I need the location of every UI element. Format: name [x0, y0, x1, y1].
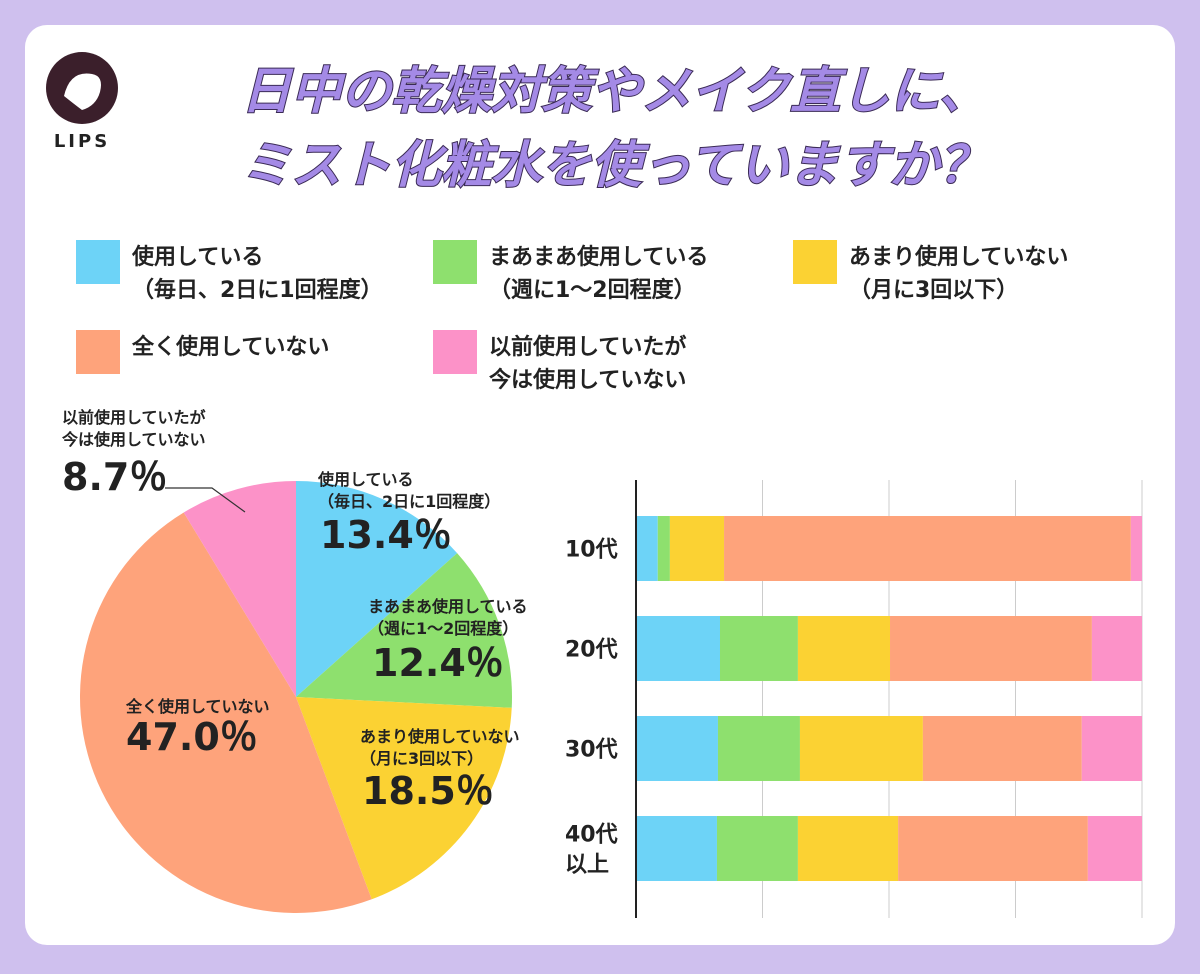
pie-chart: 使用している （毎日、2日に1回程度） 13.4％ まあまあ使用している （週に1〜2回…	[61, 408, 528, 914]
bar-segment	[719, 616, 798, 681]
legend-swatch	[433, 240, 477, 284]
pie-slice	[183, 481, 296, 697]
legend-swatch	[76, 240, 120, 284]
legend-label: まあまあ使用している	[489, 245, 708, 270]
slice-label: 以前使用していたが	[62, 408, 206, 427]
category-label: 30代	[565, 738, 618, 763]
legend-label: 使用している	[131, 245, 263, 270]
bar-segment	[890, 616, 1092, 681]
legend-swatch	[76, 330, 120, 374]
slice-label: （月に3回以下）	[360, 749, 483, 768]
slice-value: 8.7％	[62, 455, 167, 499]
legend-label: 全く使用していない	[131, 334, 329, 360]
slice-value: 47.0％	[126, 715, 258, 759]
pie-slice	[296, 697, 512, 900]
slice-label: （週に1〜2回程度）	[368, 619, 518, 638]
leader-line	[165, 487, 246, 513]
slice-label: 今は使用していない	[61, 430, 206, 449]
slice-label: 使用している	[317, 470, 414, 489]
pie-slice	[296, 553, 512, 708]
pie-slice	[296, 481, 458, 697]
slice-label: （毎日、2日に1回程度）	[318, 492, 500, 511]
legend-label: （月に3回以下）	[849, 278, 1018, 303]
slice-label: あまり使用していない	[360, 727, 520, 746]
bar-segment	[1130, 516, 1142, 581]
legend-label: （週に1〜2回程度）	[489, 277, 696, 303]
bar-segment	[724, 516, 1131, 581]
slice-value: 12.4％	[372, 641, 504, 685]
bar-segment	[716, 816, 798, 881]
bar-segment	[898, 816, 1088, 881]
title-line: ミスト化粧水を使っていますか？	[241, 136, 989, 194]
bar-segment	[797, 816, 899, 881]
bar-segment	[636, 616, 720, 681]
bar-segment	[1081, 716, 1142, 781]
logo-text: LIPS	[54, 131, 110, 152]
bar-segment	[636, 516, 658, 581]
bar-segment	[797, 616, 891, 681]
bar-segment	[636, 716, 718, 781]
category-label: 10代	[565, 538, 618, 563]
bar-segment	[922, 716, 1082, 781]
legend-label: あまり使用していない	[849, 245, 1068, 270]
pie-slice	[79, 512, 372, 914]
category-label: 40代	[565, 823, 618, 848]
title-line: 日中の乾燥対策やメイク直しに、	[241, 62, 989, 120]
bar-segment	[657, 516, 670, 581]
slice-label: 全く使用していない	[125, 697, 270, 716]
logo-shape	[64, 73, 101, 110]
slice-value: 13.4％	[320, 513, 452, 557]
bar-segment	[799, 716, 923, 781]
legend-label: 今は使用していない	[489, 367, 686, 393]
bar-segment	[1087, 816, 1142, 881]
legend-swatch	[793, 240, 837, 284]
bar-segment	[669, 516, 725, 581]
bar-segment	[636, 816, 717, 881]
category-label: 20代	[565, 638, 618, 663]
legend-swatch	[433, 330, 477, 374]
slice-value: 18.5％	[362, 769, 494, 813]
category-label: 以上	[565, 853, 609, 878]
bar-segment	[717, 716, 800, 781]
bar-segment	[1091, 616, 1142, 681]
legend: 使用している （毎日、2日に1回程度） まあまあ使用している （週に1〜2回程度） あま…	[76, 240, 1068, 393]
slice-label: まあまあ使用している	[368, 597, 528, 616]
legend-label: （毎日、2日に1回程度）	[132, 277, 383, 303]
legend-label: 以前使用していたが	[489, 334, 686, 360]
